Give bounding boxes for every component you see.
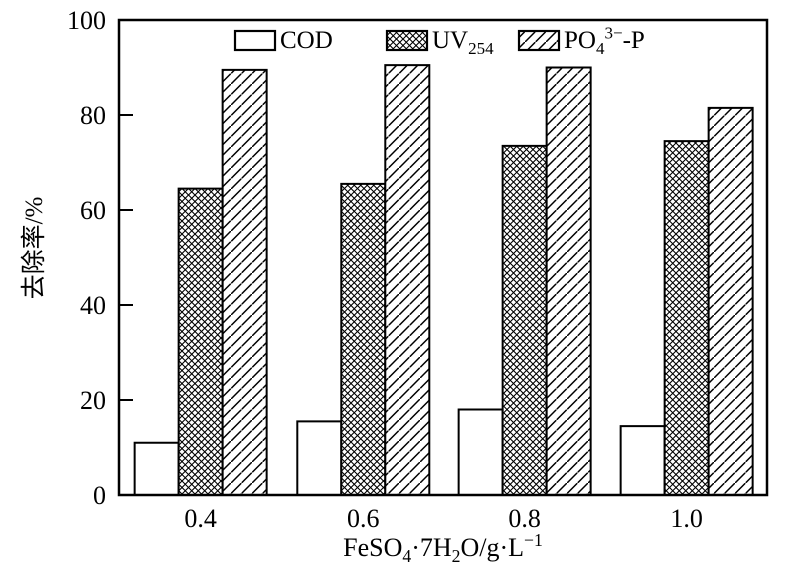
- legend: COD UV254 PO43−-P: [233, 24, 645, 59]
- y-tick-label: 40: [80, 291, 106, 320]
- x-axis-title: FeSO4·7H2O/g·L−1: [343, 530, 543, 566]
- bar-PO4-3minus-P-0.4: [221, 68, 268, 496]
- legend-swatch-COD: [233, 29, 277, 52]
- x-axis: 0.4 0.6 0.8 1.0: [184, 504, 703, 533]
- x-tick-label: 1.0: [670, 504, 703, 533]
- legend-swatch-PO4-3minus-P: [517, 29, 561, 52]
- legend-label-PO4-3minus-P: PO43−-P: [564, 24, 645, 59]
- y-tick-label: 0: [93, 481, 106, 510]
- x-tick-label: 0.4: [184, 504, 217, 533]
- y-tick-label: 80: [80, 101, 106, 130]
- bar-COD-0.8: [457, 408, 504, 496]
- y-tick-label: 20: [80, 386, 106, 415]
- bar-UV254-0.6: [340, 182, 387, 496]
- bar-COD-0.6: [296, 420, 343, 496]
- x-tick-label: 0.8: [508, 504, 541, 533]
- bar-PO4-3minus-P-0.8: [545, 66, 592, 496]
- bar-PO4-3minus-P-1.0: [707, 106, 754, 496]
- y-axis: 0 20 40 60 80 100: [67, 6, 133, 510]
- y-tick-label: 100: [67, 6, 106, 35]
- bar-UV254-0.8: [501, 144, 548, 496]
- bar-PO4-3minus-P-0.6: [384, 64, 431, 496]
- y-axis-title: 去除率/%: [20, 197, 48, 300]
- plot-frame: [117, 18, 769, 497]
- bars-group: [133, 64, 754, 496]
- legend-label-COD: COD: [280, 27, 333, 54]
- bar-COD-0.4: [133, 441, 180, 496]
- y-tick-label: 60: [80, 196, 106, 225]
- legend-label-UV254: UV254: [432, 27, 494, 58]
- bar-UV254-0.4: [177, 187, 224, 496]
- legend-swatch-UV254: [385, 29, 429, 52]
- bar-UV254-1.0: [663, 140, 710, 496]
- bar-COD-1.0: [619, 425, 666, 496]
- x-tick-label: 0.6: [347, 504, 380, 533]
